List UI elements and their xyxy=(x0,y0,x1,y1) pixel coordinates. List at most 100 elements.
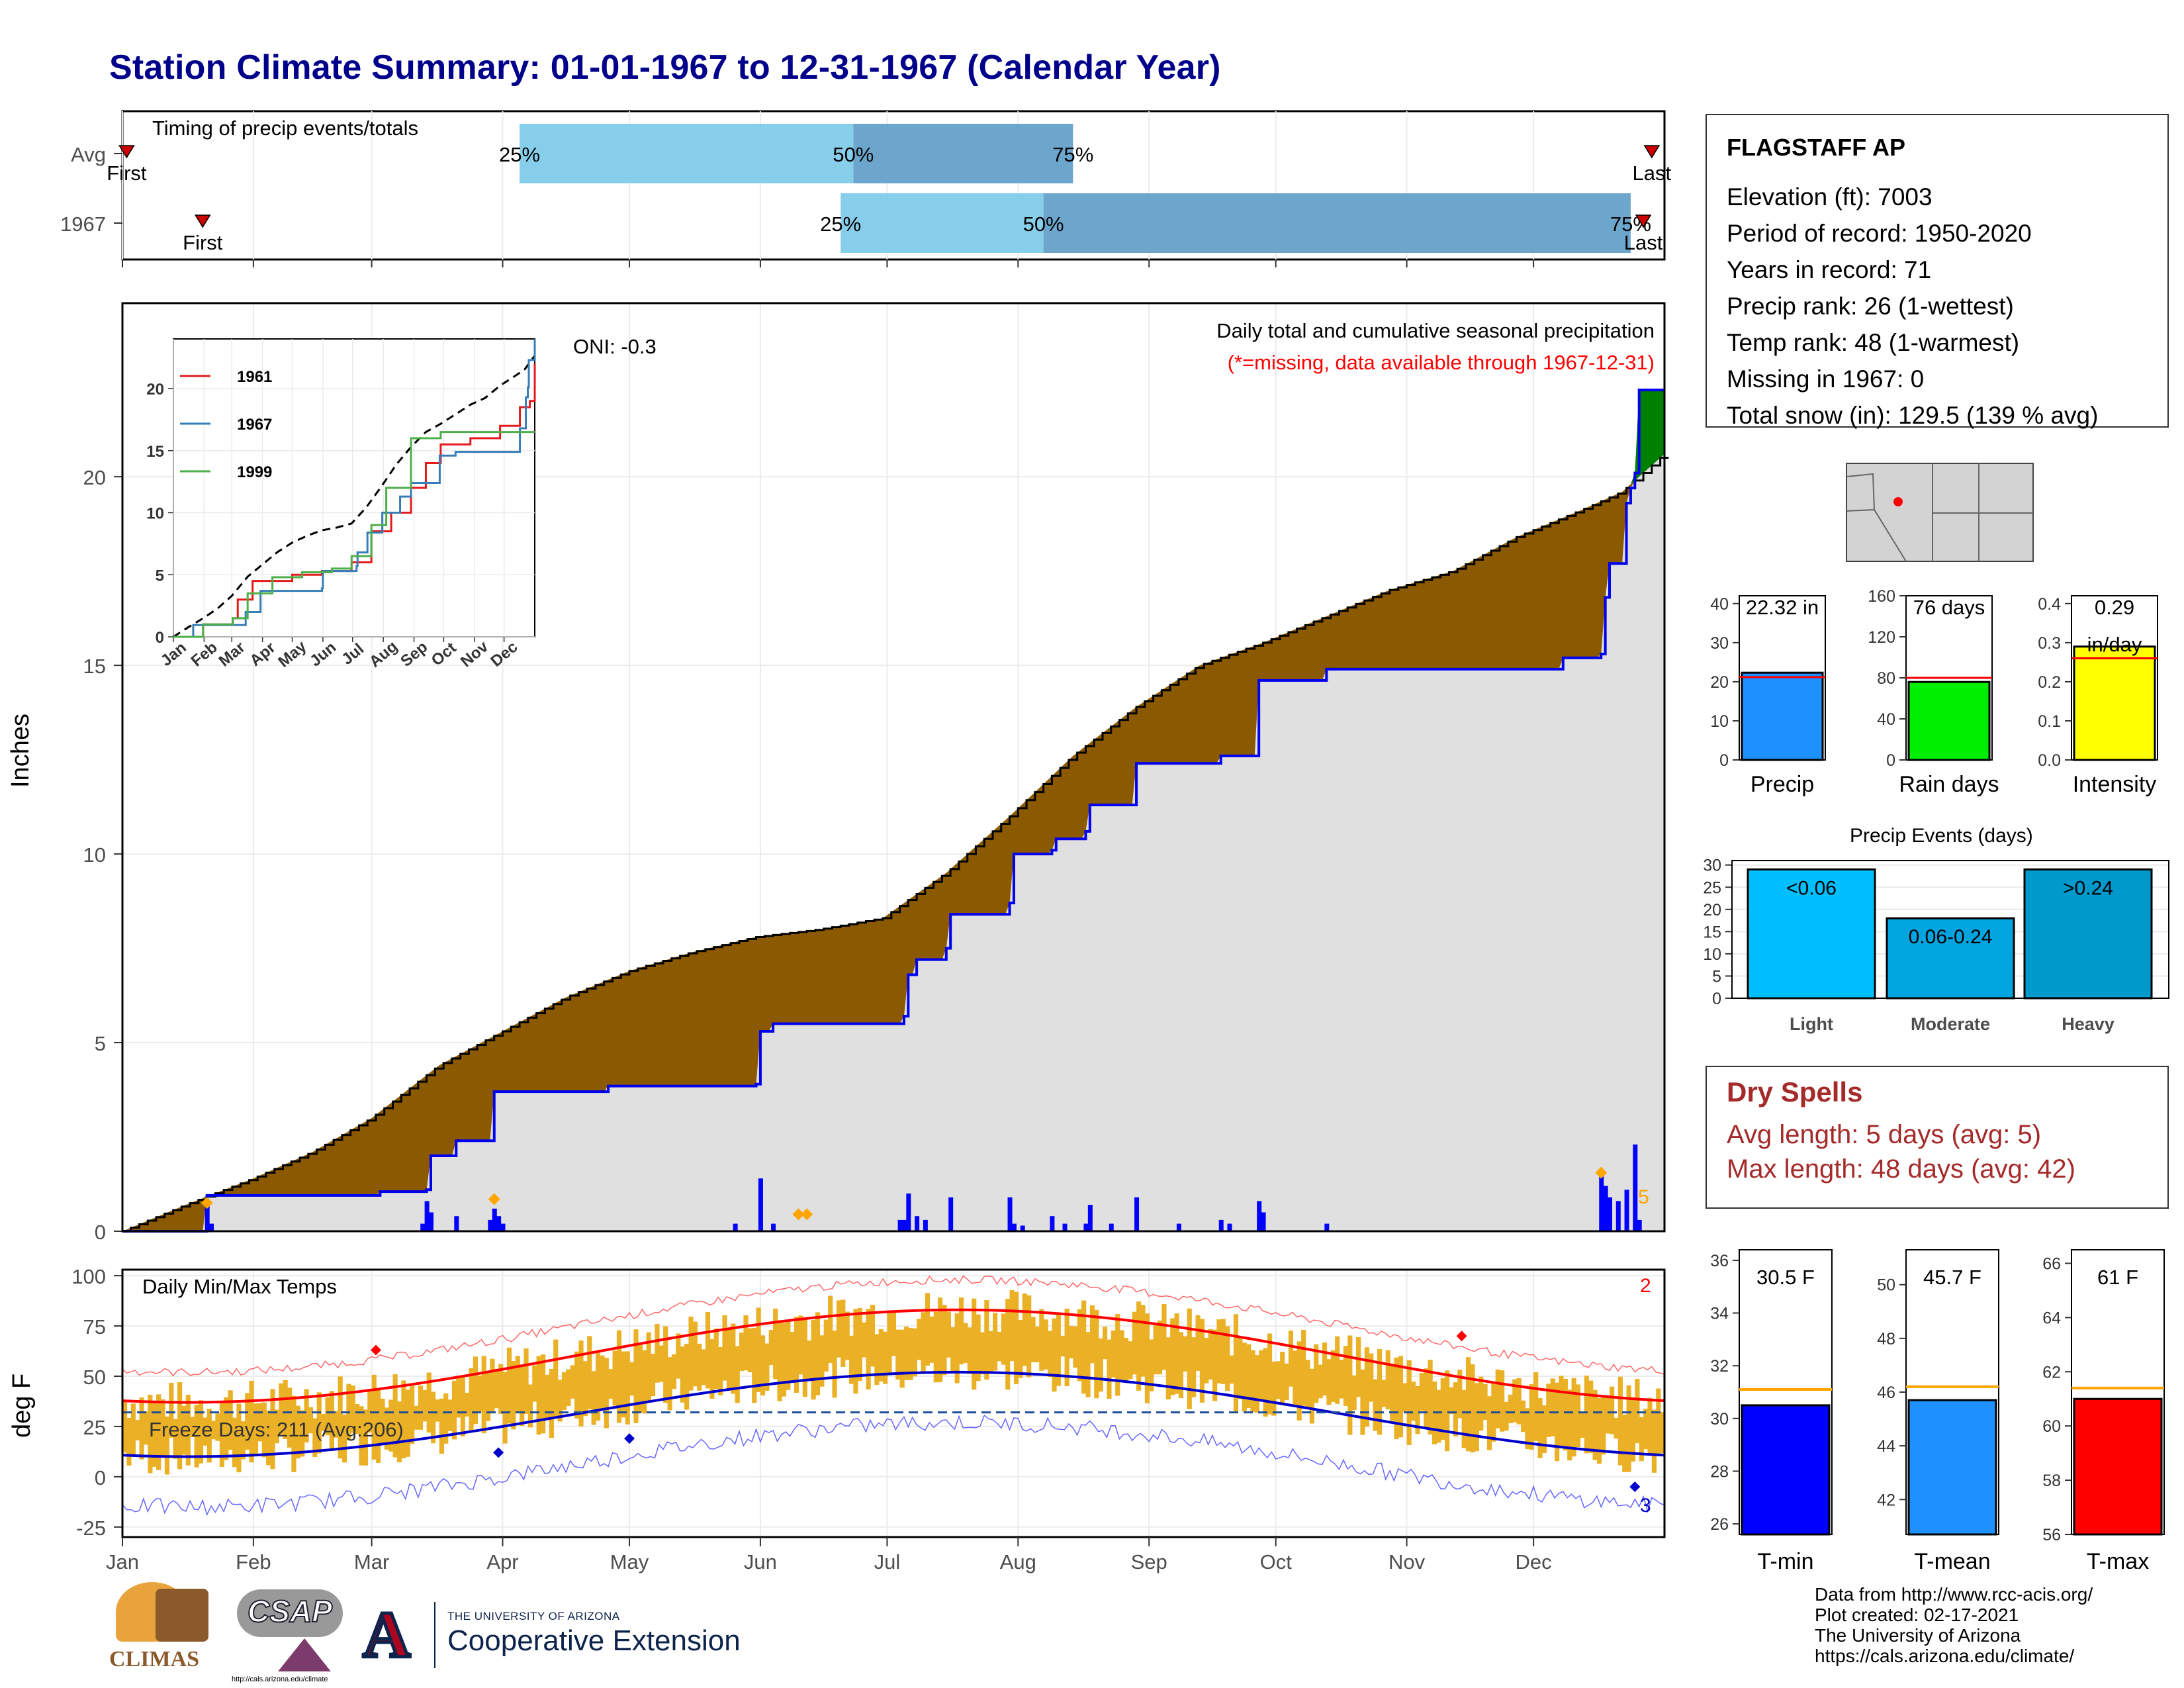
precip-daily-bar xyxy=(496,1216,502,1231)
events-tick-label: 5 xyxy=(1712,967,1721,986)
summary-bar xyxy=(1907,680,1991,761)
temps-daily-bar xyxy=(574,1351,580,1419)
temps-daily-bar xyxy=(1486,1396,1492,1450)
temps-daily-bar xyxy=(1626,1385,1631,1472)
temps-daily-bar xyxy=(490,1358,495,1412)
temps-daily-bar xyxy=(798,1315,803,1375)
station-name: FLAGSTAFF AP xyxy=(1727,134,1905,161)
temps-daily-bar xyxy=(1161,1303,1167,1370)
events-bar-name: Moderate xyxy=(1911,1014,1990,1034)
temps-daily-bar xyxy=(697,1343,702,1391)
temps-daily-bar xyxy=(726,1327,732,1389)
temps-daily-bar xyxy=(152,1401,157,1467)
temps-daily-bar xyxy=(1364,1347,1369,1427)
events-title: Precip Events (days) xyxy=(1850,825,2033,847)
temps-daily-bar xyxy=(1479,1376,1484,1431)
temps-daily-bar xyxy=(815,1312,821,1395)
station-line: Precip rank: 26 (1-wettest) xyxy=(1727,293,2014,320)
temps-daily-bar xyxy=(1153,1323,1158,1375)
precip-daily-bar xyxy=(901,1219,907,1231)
temps-daily-bar xyxy=(1089,1305,1095,1364)
temps-daily-bar xyxy=(1643,1409,1649,1450)
temps-daily-bar xyxy=(295,1405,300,1459)
temps-daily-bar xyxy=(768,1329,774,1366)
temps-daily-bar xyxy=(1314,1344,1319,1403)
temps-daily-bar xyxy=(1305,1360,1310,1409)
climas-cactus-icon xyxy=(156,1589,208,1642)
temps-daily-bar xyxy=(498,1364,504,1414)
precip-event-marker xyxy=(488,1193,500,1205)
timing-bar-q2 xyxy=(853,124,1073,183)
temps-daily-bar xyxy=(655,1324,660,1383)
events-tick-label: 20 xyxy=(1703,901,1721,919)
temps-daily-bar xyxy=(1617,1376,1623,1466)
temps-daily-bar xyxy=(688,1316,694,1391)
summary-bar-tick-label: 0.4 xyxy=(2038,595,2061,614)
temps-daily-bar xyxy=(443,1393,449,1444)
temps-daily-bar xyxy=(566,1369,571,1407)
inset-avg-line xyxy=(173,355,536,638)
timing-label: Timing of precip events/totals xyxy=(152,117,419,140)
csap-logo: CSAP http://cals.arizona.edu/climate xyxy=(232,1585,351,1685)
temps-daily-bar xyxy=(866,1309,871,1390)
temps-daily-bar xyxy=(549,1368,554,1438)
temps-daily-bar xyxy=(135,1420,140,1441)
timing-bar-q1 xyxy=(520,124,854,183)
temps-daily-bar xyxy=(997,1331,1002,1362)
precip-daily-bar xyxy=(1257,1201,1262,1231)
temps-daily-bar xyxy=(1250,1350,1255,1413)
precip-annotation-title: Daily total and cumulative seasonal prec… xyxy=(1216,319,1655,342)
temps-daily-bar xyxy=(595,1352,601,1421)
temps-daily-bar xyxy=(1559,1376,1564,1447)
temps-daily-bar xyxy=(1520,1400,1526,1432)
temps-daily-bar xyxy=(773,1308,778,1380)
temps-daily-bar xyxy=(270,1389,275,1470)
temps-daily-bar xyxy=(203,1417,208,1446)
temps-daily-bar xyxy=(1288,1331,1294,1387)
temps-daily-bar xyxy=(274,1409,279,1444)
temp-bar xyxy=(1907,1399,1997,1536)
precip-ytick-label: 20 xyxy=(83,466,106,489)
precip-ytick-label: 0 xyxy=(95,1221,106,1244)
temps-daily-bar xyxy=(1068,1325,1074,1358)
temps-daily-bar xyxy=(1394,1357,1399,1440)
temps-daily-bar xyxy=(1005,1299,1011,1390)
temps-daily-bar xyxy=(878,1329,884,1382)
temps-daily-bar xyxy=(731,1323,736,1394)
temps-daily-bar xyxy=(451,1380,457,1440)
temps-daily-bar xyxy=(279,1383,284,1435)
temps-daily-bar xyxy=(1537,1398,1543,1458)
temps-daily-bar xyxy=(291,1395,296,1472)
temps-daily-bar xyxy=(1064,1308,1069,1387)
temp-bar-tick-label: 32 xyxy=(1710,1357,1729,1376)
month-tick-label: Sep xyxy=(1131,1550,1167,1573)
summary-bar-tick-label: 40 xyxy=(1710,595,1729,614)
precip-daily-bar xyxy=(1261,1212,1266,1231)
temps-daily-bar xyxy=(705,1311,711,1389)
temps-daily-bar xyxy=(709,1338,715,1399)
precip-daily-bar xyxy=(1218,1219,1224,1231)
temps-daily-bar xyxy=(1123,1338,1129,1382)
temps-daily-bar xyxy=(511,1360,516,1430)
precip-daily-bar xyxy=(500,1223,506,1231)
temps-daily-bar xyxy=(756,1307,761,1392)
precip-event-marker xyxy=(792,1208,805,1221)
temps-daily-bar xyxy=(1098,1338,1103,1392)
temps-daily-bar xyxy=(321,1413,326,1431)
temps-daily-bar xyxy=(431,1391,436,1444)
temps-daily-bar xyxy=(367,1389,373,1433)
temps-daily-bar xyxy=(561,1372,567,1411)
temps-daily-bar xyxy=(523,1348,529,1415)
temps-ytick-label: 25 xyxy=(83,1416,106,1439)
summary-bar-tick-label: 0.1 xyxy=(2038,712,2061,731)
temps-daily-bar xyxy=(680,1346,685,1403)
temps-ytick-label: 50 xyxy=(83,1366,106,1389)
summary-bar xyxy=(2073,645,2156,761)
precip-daily-bar xyxy=(1011,1223,1017,1231)
temps-daily-bar xyxy=(494,1368,499,1409)
temps-daily-bar xyxy=(1369,1353,1374,1402)
temps-daily-bar xyxy=(976,1314,981,1382)
temps-daily-bar xyxy=(1297,1341,1302,1421)
temps-daily-bar xyxy=(790,1331,795,1382)
temps-daily-bar xyxy=(481,1356,486,1434)
